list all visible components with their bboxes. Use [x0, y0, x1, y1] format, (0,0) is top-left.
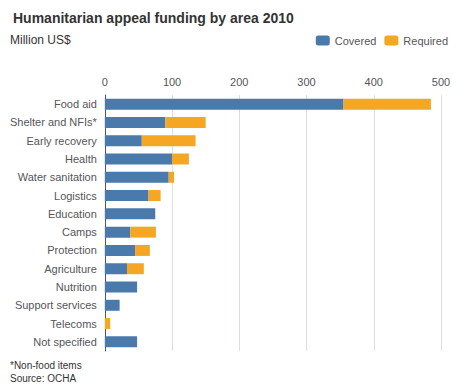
- svg-text:200: 200: [230, 76, 248, 88]
- svg-text:Early recovery: Early recovery: [27, 135, 98, 147]
- svg-text:Shelter and NFIs*: Shelter and NFIs*: [10, 116, 98, 128]
- svg-text:Support services: Support services: [15, 299, 97, 311]
- svg-text:400: 400: [365, 76, 383, 88]
- svg-text:Health: Health: [65, 153, 97, 165]
- svg-text:Humanitarian appeal funding by: Humanitarian appeal funding by area 2010: [13, 10, 294, 26]
- svg-text:Camps: Camps: [62, 226, 97, 238]
- svg-text:Water sanitation: Water sanitation: [18, 171, 97, 183]
- svg-text:0: 0: [102, 76, 108, 88]
- svg-text:Not specified: Not specified: [33, 336, 97, 348]
- svg-text:*Non-food items: *Non-food items: [10, 360, 82, 371]
- svg-text:Education: Education: [48, 208, 97, 220]
- svg-text:Covered: Covered: [335, 35, 377, 47]
- svg-text:100: 100: [163, 76, 181, 88]
- svg-text:Telecoms: Telecoms: [50, 318, 97, 330]
- svg-text:Logistics: Logistics: [54, 190, 97, 202]
- svg-text:Required: Required: [403, 35, 448, 47]
- svg-text:Nutrition: Nutrition: [56, 281, 97, 293]
- svg-text:Source: OCHA: Source: OCHA: [10, 373, 76, 384]
- svg-text:Agriculture: Agriculture: [44, 263, 97, 275]
- svg-text:Protection: Protection: [47, 244, 97, 256]
- svg-text:300: 300: [297, 76, 315, 88]
- svg-text:500: 500: [432, 76, 450, 88]
- svg-text:Food aid: Food aid: [54, 98, 97, 110]
- svg-text:Million US$: Million US$: [10, 33, 71, 47]
